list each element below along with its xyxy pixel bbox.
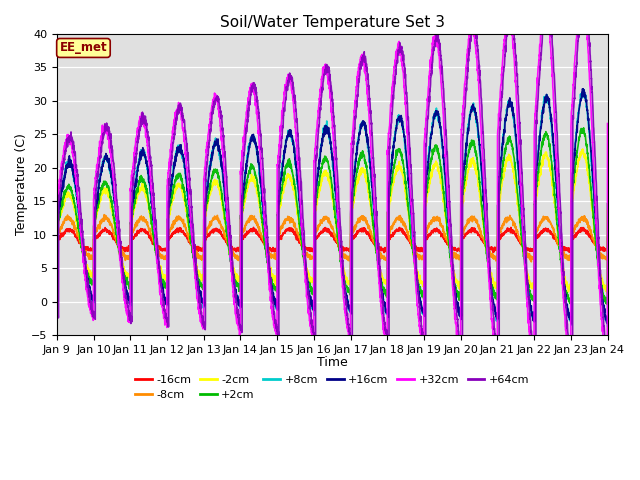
Y-axis label: Temperature (C): Temperature (C) (15, 133, 28, 235)
Title: Soil/Water Temperature Set 3: Soil/Water Temperature Set 3 (220, 15, 445, 30)
Legend: -16cm, -8cm, -2cm, +2cm, +8cm, +16cm, +32cm, +64cm: -16cm, -8cm, -2cm, +2cm, +8cm, +16cm, +3… (131, 370, 534, 405)
X-axis label: Time: Time (317, 356, 348, 369)
Text: EE_met: EE_met (60, 41, 108, 54)
